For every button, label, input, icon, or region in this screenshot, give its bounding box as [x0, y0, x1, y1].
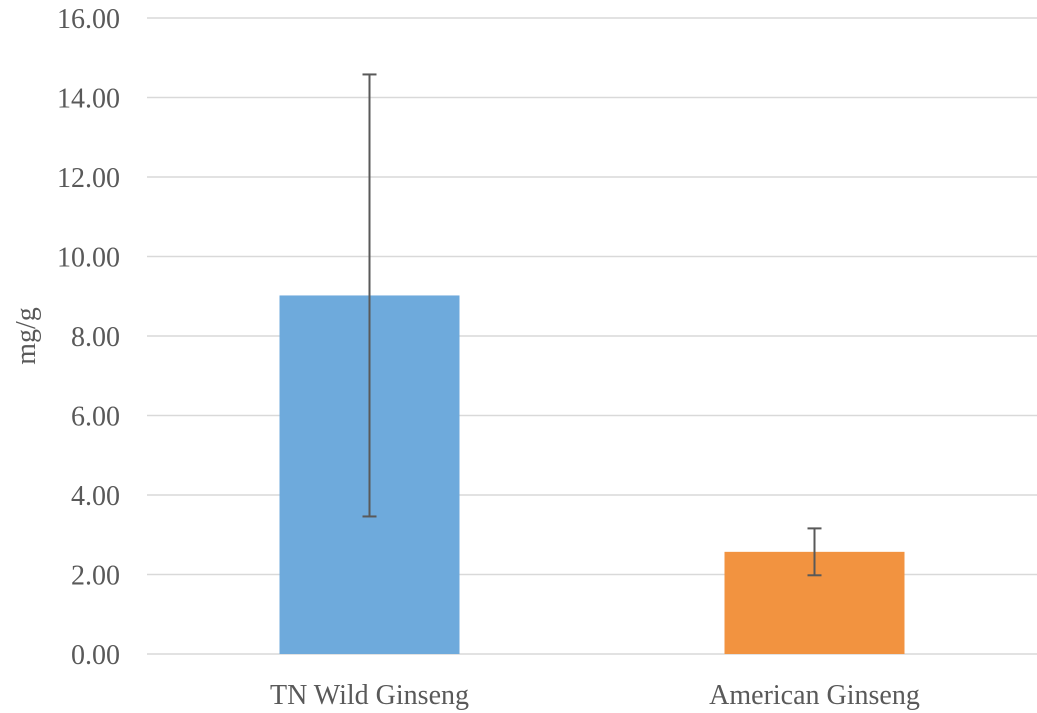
y-tick-label: 8.00: [71, 322, 120, 353]
y-tick-label: 16.00: [57, 4, 120, 35]
bars: [279, 295, 905, 654]
x-axis-category-labels: TN Wild Ginseng American Ginseng: [270, 680, 920, 711]
x-category-label: TN Wild Ginseng: [270, 680, 469, 711]
y-tick-label: 6.00: [71, 402, 120, 433]
y-tick-label: 2.00: [71, 561, 120, 592]
y-tick-label: 0.00: [71, 640, 120, 671]
error-bar: [362, 73, 377, 518]
y-tick-label: 14.00: [57, 84, 120, 115]
x-category-label: American Ginseng: [709, 680, 920, 711]
error-bars: [362, 73, 822, 577]
y-axis-tick-labels: 0.00 2.00 4.00 6.00 8.00 10.00 12.00 14.00 16.00: [57, 4, 120, 671]
y-tick-label: 10.00: [57, 243, 120, 274]
y-tick-label: 12.00: [57, 163, 120, 194]
y-axis-title: mg/g: [11, 307, 42, 365]
y-tick-label: 4.00: [71, 481, 120, 512]
error-bar: [807, 527, 822, 577]
